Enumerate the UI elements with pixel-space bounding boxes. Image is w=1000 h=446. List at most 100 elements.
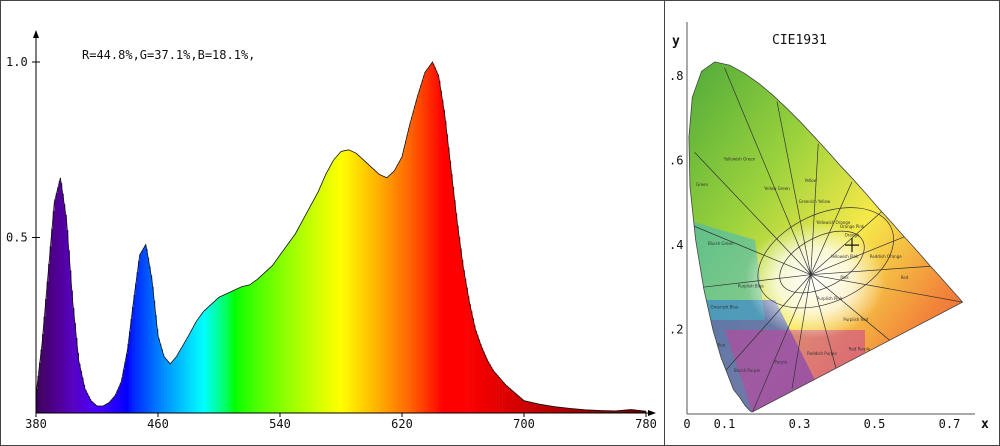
spectrum-band xyxy=(386,177,389,413)
spectrum-band xyxy=(499,378,502,413)
spectrum-band xyxy=(496,375,499,413)
chromaticity-point-marker xyxy=(845,238,859,253)
region-boundary-line xyxy=(810,265,931,276)
spectrum-band xyxy=(423,74,426,413)
spectrum-band xyxy=(237,288,240,413)
spectrum-band xyxy=(539,404,542,413)
spectrum-band xyxy=(533,402,535,413)
spectrum-band xyxy=(548,405,551,413)
spectrum-band xyxy=(191,328,194,413)
spectrum-band xyxy=(382,176,384,413)
spectrum-band xyxy=(89,399,92,413)
spectrum-band xyxy=(261,274,264,413)
spectrum-band xyxy=(560,407,563,413)
spectrum-band xyxy=(180,347,183,413)
cie-x-tick-label: 0.5 xyxy=(864,417,886,431)
spectrum-band xyxy=(527,401,529,413)
spectrum-band xyxy=(141,251,144,413)
spectrum-band xyxy=(71,290,73,413)
spectrum-band xyxy=(620,410,622,413)
spectrum-band xyxy=(194,323,197,413)
spectrum-band xyxy=(427,67,430,413)
spectrum-band xyxy=(376,172,378,413)
spectrum-band xyxy=(373,169,375,413)
spectrum-band xyxy=(485,358,488,413)
spectrum-band xyxy=(331,161,334,413)
region-boundary-line xyxy=(810,274,838,372)
spectrum-band xyxy=(438,80,441,414)
spectrum-band xyxy=(520,398,523,413)
spectrum-band xyxy=(162,354,165,413)
spectrum-band xyxy=(517,396,520,413)
spectrum-band xyxy=(305,212,308,413)
spectrum-band xyxy=(118,386,121,413)
spectrum-band xyxy=(215,299,218,413)
spectrum-chart: 1.0 0.5 380 460 540 620 700 780 R=44.8%,G=37.1… xyxy=(6,30,657,431)
spectrum-band xyxy=(246,285,249,413)
spectrum-band xyxy=(414,105,417,414)
spectrum-band xyxy=(54,199,57,413)
spectrum-band xyxy=(452,187,455,413)
spectrum-band xyxy=(206,307,209,413)
spectrum-band xyxy=(36,388,38,413)
spectrum-band xyxy=(514,393,517,413)
spectrum-band xyxy=(151,286,154,413)
spectrum-band xyxy=(549,406,552,413)
spectrum-band xyxy=(228,292,230,413)
region-boundary-line xyxy=(791,274,812,389)
spectrum-band xyxy=(347,149,349,413)
spectrum-band xyxy=(168,362,171,413)
spectrum-band xyxy=(421,79,424,413)
spectrum-band xyxy=(556,406,558,413)
spectrum-band xyxy=(552,406,555,413)
spectrum-band xyxy=(426,69,429,413)
spectrum-band xyxy=(461,259,464,413)
spectrum-band xyxy=(104,404,107,413)
region-boundary-line xyxy=(694,151,812,275)
spectrum-band xyxy=(563,407,566,413)
spectrum-band xyxy=(302,218,305,413)
spectrum-band xyxy=(138,260,140,413)
spectrum-band xyxy=(130,319,133,413)
region-boundary-line xyxy=(776,101,812,275)
region-label: Red Purple xyxy=(849,347,871,352)
spectrum-band xyxy=(434,67,436,413)
region-label: Yellow Green xyxy=(763,186,790,191)
spectrum-band xyxy=(437,74,439,413)
spectrum-band xyxy=(68,250,70,413)
spectrum-band xyxy=(93,404,96,413)
spectrum-band xyxy=(403,147,406,413)
spectrum-band xyxy=(122,369,125,413)
spectrum-band xyxy=(264,271,267,413)
spectrum-band xyxy=(243,286,246,413)
spectrum-band xyxy=(341,151,343,413)
spectrum-band xyxy=(81,377,84,413)
spectrum-band xyxy=(624,409,627,413)
region-label: Purplish Blue xyxy=(738,283,765,288)
spectrum-band xyxy=(467,296,470,413)
spectrum-band xyxy=(484,355,487,413)
spectrum-band xyxy=(40,349,43,413)
spectrum-band xyxy=(299,224,302,413)
spectrum-band xyxy=(472,318,474,413)
spectrum-band xyxy=(87,396,90,413)
region-label: Reddish Purple xyxy=(807,351,837,356)
spectrum-band xyxy=(371,168,374,413)
spectrum-band xyxy=(60,183,63,413)
spectrum-band xyxy=(630,409,633,413)
cie-y-tick-label: .4 xyxy=(669,238,683,252)
spectrum-band xyxy=(330,164,333,413)
cie-x-tick-label: 0.1 xyxy=(714,417,736,431)
spectrum-band xyxy=(379,174,381,413)
spectrum-band xyxy=(551,406,554,413)
spectrum-band xyxy=(365,162,368,413)
spectrum-band xyxy=(142,248,145,413)
spectrum-band xyxy=(519,397,522,413)
spectrum-band xyxy=(377,173,380,413)
spectrum-band xyxy=(398,160,401,413)
spectrum-band xyxy=(208,306,211,413)
spectrum-band xyxy=(574,408,577,413)
spectrum-band xyxy=(231,291,234,413)
spectrum-band xyxy=(482,351,485,413)
spectrum-band xyxy=(559,407,561,413)
